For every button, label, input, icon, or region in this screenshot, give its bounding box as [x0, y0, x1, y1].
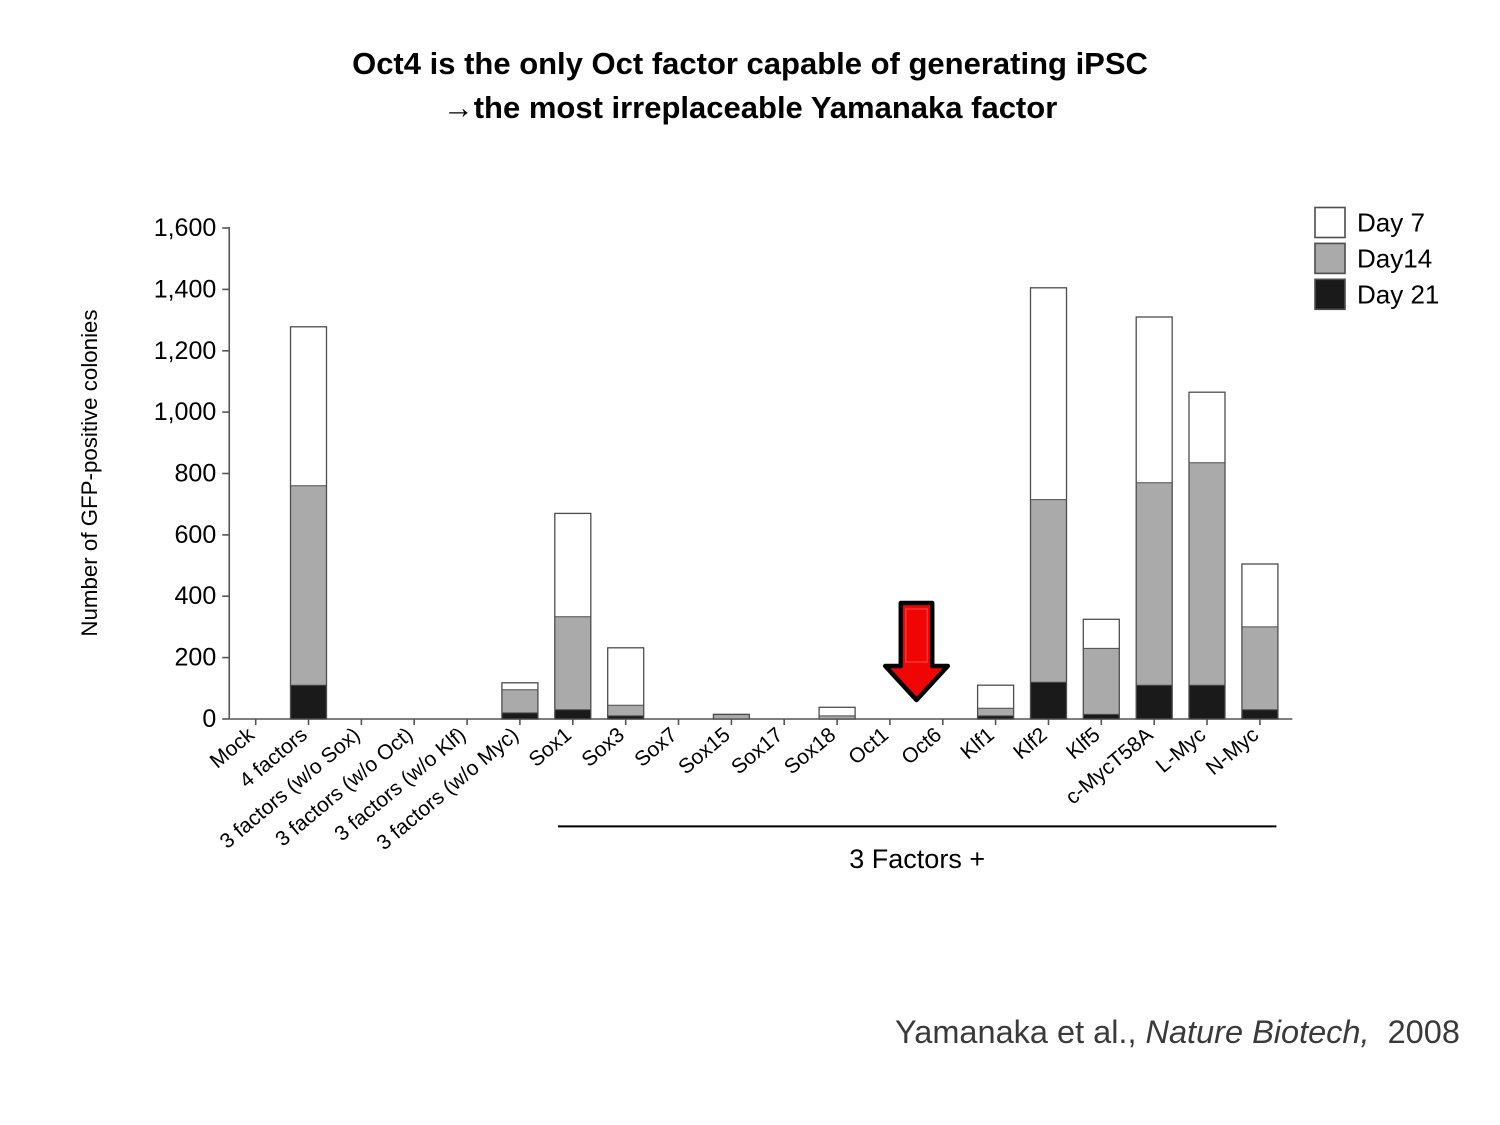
svg-text:Day 21: Day 21 [1357, 279, 1439, 309]
svg-text:Sox7: Sox7 [630, 723, 681, 771]
svg-text:1,600: 1,600 [154, 214, 217, 242]
svg-text:1,000: 1,000 [154, 398, 217, 426]
svg-text:Sox1: Sox1 [525, 723, 576, 771]
svg-text:Oct1: Oct1 [844, 723, 893, 769]
svg-text:Klf1: Klf1 [956, 723, 999, 764]
svg-text:Klf5: Klf5 [1062, 723, 1105, 764]
svg-text:800: 800 [175, 460, 217, 488]
svg-text:Day14: Day14 [1357, 243, 1432, 273]
svg-text:600: 600 [175, 521, 217, 549]
svg-text:1,400: 1,400 [154, 275, 217, 303]
svg-text:0: 0 [202, 705, 216, 733]
svg-text:400: 400 [175, 582, 217, 610]
svg-text:L-Myc: L-Myc [1152, 723, 1211, 777]
svg-text:Number of GFP-positive colonie: Number of GFP-positive colonies [77, 309, 102, 636]
svg-text:Day 7: Day 7 [1357, 208, 1425, 238]
svg-text:Sox18: Sox18 [780, 723, 840, 779]
svg-text:200: 200 [175, 644, 217, 672]
svg-text:N-Myc: N-Myc [1202, 723, 1263, 780]
svg-text:Klf2: Klf2 [1009, 723, 1052, 764]
svg-text:Oct6: Oct6 [897, 723, 946, 769]
svg-text:1,200: 1,200 [154, 337, 217, 365]
svg-text:Sox17: Sox17 [727, 723, 787, 779]
svg-text:Sox3: Sox3 [577, 723, 628, 771]
svg-text:Sox15: Sox15 [674, 723, 734, 779]
svg-text:3 Factors +: 3 Factors + [849, 844, 985, 874]
